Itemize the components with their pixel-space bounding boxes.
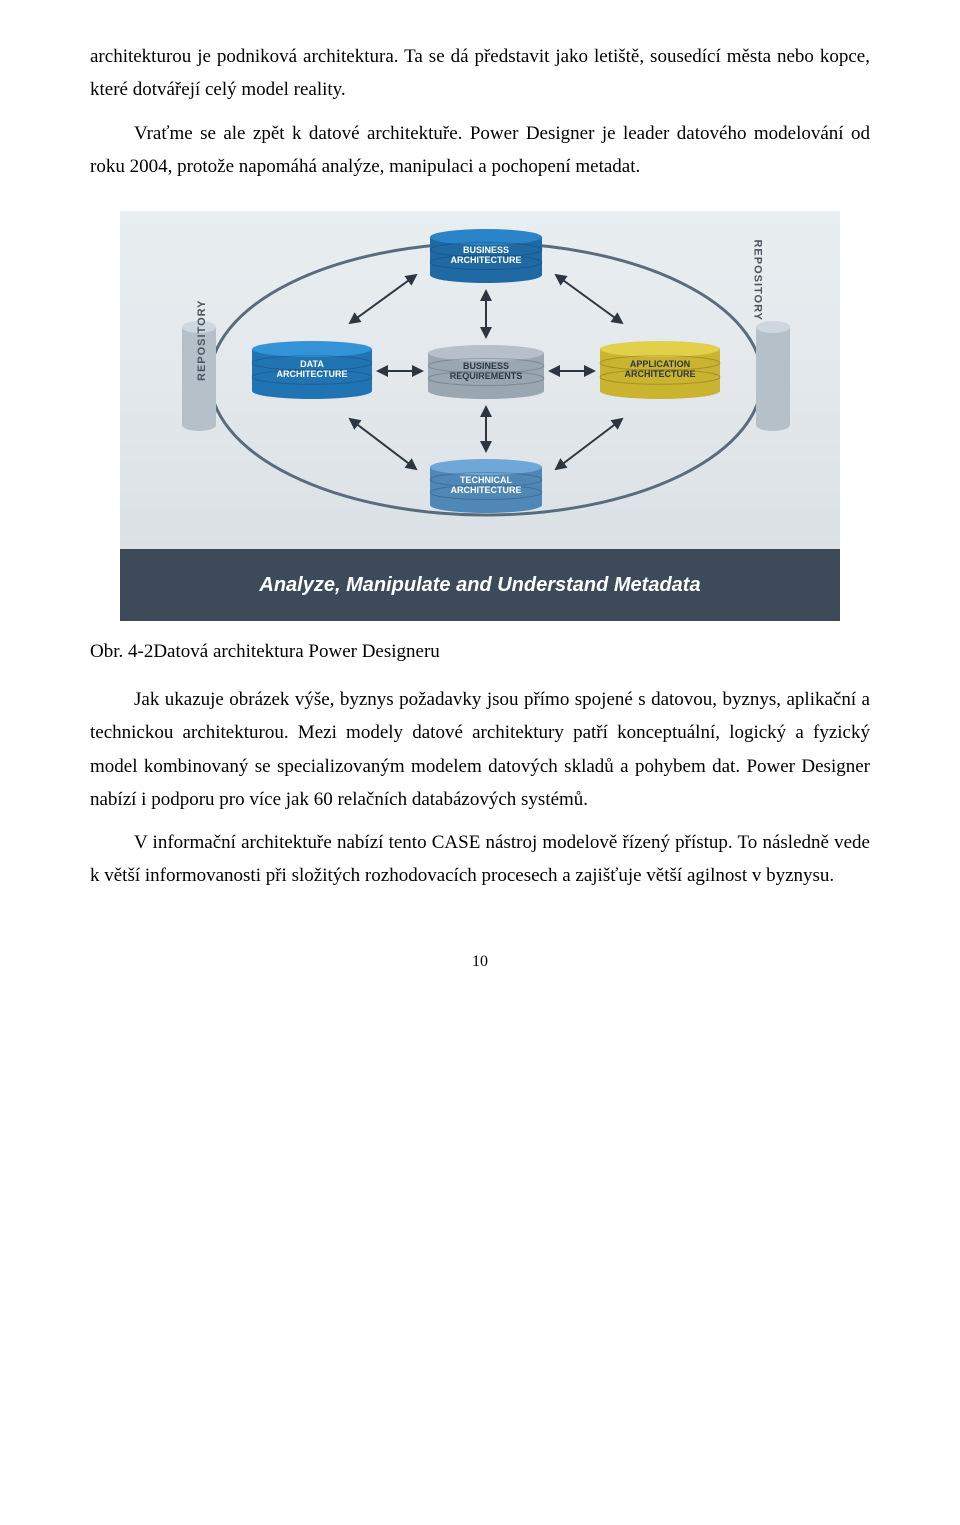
figure-caption: Obr. 4-2Datová architektura Power Design… <box>90 641 870 663</box>
node-technical-architecture: TECHNICALARCHITECTURE <box>430 459 542 513</box>
paragraph-2: Vraťme se ale zpět k datové architektuře… <box>90 117 870 184</box>
node-business-requirements: BUSINESSREQUIREMENTS <box>428 345 544 399</box>
repository-label-right: REPOSITORY <box>752 239 764 321</box>
page-number: 10 <box>90 953 870 971</box>
repository-label-left: REPOSITORY <box>196 299 208 381</box>
svg-text:APPLICATIONARCHITECTURE: APPLICATIONARCHITECTURE <box>625 359 696 379</box>
node-business-architecture: BUSINESSARCHITECTURE <box>430 229 542 283</box>
paragraph-3: Jak ukazuje obrázek výše, byznys požadav… <box>90 683 870 816</box>
page: architekturou je podniková architektura.… <box>0 0 960 1011</box>
figure-caption-prefix: Obr. 4-2 <box>90 641 153 662</box>
diagram-canvas: BUSINESSARCHITECTURE DATAARCHITECTURE BUSI… <box>120 211 840 549</box>
diagram-svg: BUSINESSARCHITECTURE DATAARCHITECTURE BUSI… <box>120 211 840 549</box>
svg-text:TECHNICALARCHITECTURE: TECHNICALARCHITECTURE <box>451 475 522 495</box>
paragraph-4: V informační architektuře nabízí tento C… <box>90 826 870 893</box>
figure-bottom-text: Analyze, Manipulate and Understand Metad… <box>259 574 700 597</box>
figure-diagram: BUSINESSARCHITECTURE DATAARCHITECTURE BUSI… <box>120 211 840 621</box>
node-application-architecture: APPLICATIONARCHITECTURE <box>600 341 720 399</box>
figure-caption-text: Datová architektura Power Designeru <box>153 641 439 662</box>
node-data-architecture: DATAARCHITECTURE <box>252 341 372 399</box>
figure-wrap: BUSINESSARCHITECTURE DATAARCHITECTURE BUSI… <box>90 211 870 663</box>
paragraph-1: architekturou je podniková architektura.… <box>90 40 870 107</box>
figure-bottom-band: Analyze, Manipulate and Understand Metad… <box>120 549 840 621</box>
